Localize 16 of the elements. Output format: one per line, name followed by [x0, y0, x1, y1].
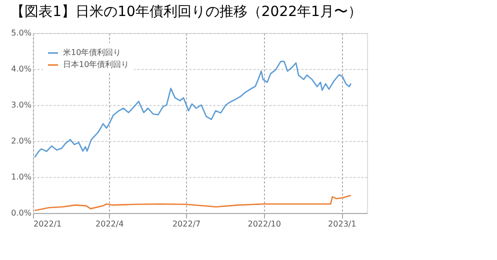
- y-tick-label: 5.0%: [11, 28, 32, 38]
- y-tick-label: 3.0%: [11, 100, 32, 110]
- x-tick-label: 2022/10: [248, 220, 281, 228]
- chart-title: 【図表1】日米の10年債利回りの推移（2022年1月〜）: [10, 4, 362, 20]
- legend-label: 日本10年債利回り: [63, 60, 130, 69]
- x-tick-label: 2023/1: [328, 220, 356, 228]
- x-tick-label: 2022/7: [172, 220, 201, 228]
- legend-label: 米10年債利回り: [63, 48, 122, 57]
- x-tick-label: 2022/1: [34, 220, 62, 228]
- y-tick-label: 2.0%: [11, 136, 32, 146]
- line-series: [34, 60, 352, 158]
- line-series: [34, 194, 352, 212]
- y-tick-label: 0.0%: [11, 208, 32, 218]
- y-tick-label: 4.0%: [11, 64, 32, 74]
- y-tick-label: 1.0%: [11, 172, 32, 182]
- x-tick-label: 2022/4: [96, 220, 124, 228]
